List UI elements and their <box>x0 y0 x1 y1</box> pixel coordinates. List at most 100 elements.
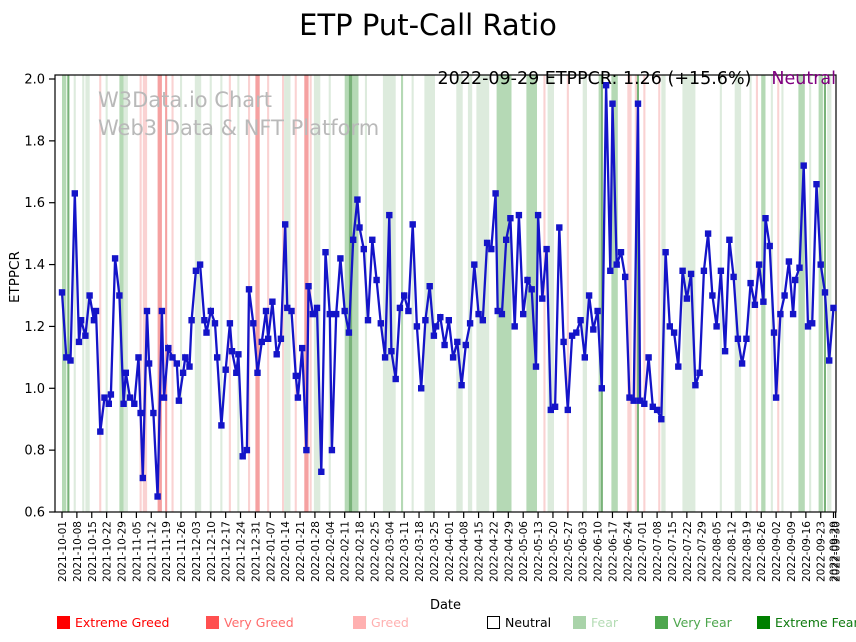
data-point-marker <box>717 267 725 274</box>
data-point-marker <box>441 341 448 349</box>
data-point-marker <box>494 307 501 315</box>
plot-area <box>54 74 837 513</box>
data-point-marker <box>649 403 656 410</box>
sentiment-band-fear <box>105 75 108 512</box>
data-point-marker <box>617 249 625 256</box>
data-point-marker <box>422 317 429 324</box>
sentiment-band-fear <box>456 75 463 512</box>
data-point-marker <box>75 338 83 346</box>
sentiment-band-fear <box>411 75 414 512</box>
x-tick-label: 2022-09-16 <box>801 521 813 582</box>
data-point-marker <box>182 354 189 361</box>
sentiment-band-fear <box>582 75 587 512</box>
legend-item-very-fear: Very Fear <box>655 615 732 630</box>
data-point-marker <box>437 314 444 321</box>
y-tick-label: 1.8 <box>24 134 45 149</box>
sentiment-band-very_greed <box>157 75 162 512</box>
data-point-marker <box>687 270 695 278</box>
data-point-marker <box>543 245 550 253</box>
data-point-marker <box>179 369 187 376</box>
data-point-marker <box>426 283 433 290</box>
data-point-marker <box>590 326 597 333</box>
latest-value-annotation: 2022-09-29 ETPPCR: 1.26 (+15.6%) Neutral <box>55 68 836 90</box>
x-tick-label: 2022-05-06 <box>518 521 530 582</box>
x-tick-label: 2021-12-31 <box>250 521 262 582</box>
x-tick-label: 2022-04-22 <box>488 521 500 582</box>
data-point-marker <box>305 283 312 290</box>
page-title: ETP Put-Call Ratio <box>299 8 557 42</box>
data-point-marker <box>386 211 393 219</box>
data-point-marker <box>730 273 737 281</box>
data-point-marker <box>235 351 242 358</box>
x-tick-label: 2022-06-17 <box>607 521 619 582</box>
data-point-marker <box>813 181 820 188</box>
data-point-marker <box>551 403 559 410</box>
x-tick-label: 2022-05-20 <box>548 521 560 582</box>
series-line <box>60 85 835 497</box>
legend-label: Very Greed <box>224 615 294 630</box>
data-point-marker <box>250 320 257 327</box>
data-point-marker <box>738 360 746 367</box>
data-point-marker <box>830 304 837 312</box>
sentiment-band-fear <box>220 75 223 512</box>
x-tick-label: 2021-12-10 <box>206 521 218 582</box>
x-tick-label: 2022-02-04 <box>325 521 337 582</box>
data-point-marker <box>160 394 168 401</box>
data-point-marker <box>532 363 540 370</box>
x-tick-label: 2021-10-29 <box>117 521 129 582</box>
y-tick-label: 0.8 <box>24 444 45 459</box>
sentiment-band-fear <box>180 75 183 512</box>
x-tick-label: 2022-07-08 <box>652 521 664 582</box>
data-point-marker <box>277 335 285 342</box>
sentiment-band-extreme_fear <box>67 75 70 512</box>
legend-item-greed: Greed <box>353 615 409 630</box>
data-point-marker <box>515 211 523 219</box>
data-point-marker <box>781 292 788 299</box>
data-point-marker <box>585 292 593 299</box>
data-point-marker <box>573 329 580 336</box>
legend-swatch-icon <box>353 616 366 629</box>
sentiment-band-greed <box>543 75 546 512</box>
sentiment-band-greed <box>267 75 270 512</box>
data-point-marker <box>602 82 610 89</box>
x-tick-label: 2022-04-15 <box>474 521 486 582</box>
data-point-marker <box>560 338 567 346</box>
data-point-marker <box>547 406 554 414</box>
data-point-marker <box>539 295 546 302</box>
x-tick-label: 2022-06-24 <box>622 521 634 582</box>
legend-label: Greed <box>371 615 409 630</box>
data-point-marker <box>97 428 104 435</box>
data-point-marker <box>445 317 452 324</box>
legend-swatch-icon <box>487 616 500 629</box>
data-point-marker <box>360 245 367 253</box>
data-point-marker <box>483 239 491 247</box>
data-point-marker <box>785 258 793 265</box>
sentiment-band-extreme_fear <box>600 75 603 512</box>
x-tick-label: 2021-10-15 <box>87 521 99 582</box>
x-tick-label: 2022-08-26 <box>756 521 768 582</box>
legend-label: Extreme Greed <box>75 615 170 630</box>
data-point-marker <box>207 307 214 315</box>
data-point-marker <box>564 406 571 414</box>
data-point-marker <box>792 276 799 284</box>
data-point-marker <box>71 190 78 197</box>
data-point-marker <box>488 245 495 253</box>
data-point-marker <box>636 397 644 404</box>
x-tick-label: 2021-11-19 <box>161 521 173 582</box>
data-point-marker <box>269 298 276 305</box>
data-point-marker <box>188 317 195 324</box>
sentiment-band-very_fear <box>611 75 618 512</box>
x-tick-label: 2022-03-25 <box>429 521 441 582</box>
sentiment-band-fear <box>734 75 742 512</box>
x-tick-label: 2022-09-02 <box>771 521 783 582</box>
data-point-marker <box>92 307 100 315</box>
data-point-marker <box>634 100 642 107</box>
x-tick-label: 2022-08-12 <box>726 521 738 582</box>
data-point-marker <box>418 385 425 392</box>
x-tick-label: 2022-03-11 <box>399 521 411 582</box>
x-tick-label: 2022-01-28 <box>310 521 322 582</box>
data-point-marker <box>598 385 605 392</box>
data-point-marker <box>292 372 299 380</box>
data-point-marker <box>356 224 363 231</box>
x-tick-label: 2022-09-09 <box>786 521 798 582</box>
